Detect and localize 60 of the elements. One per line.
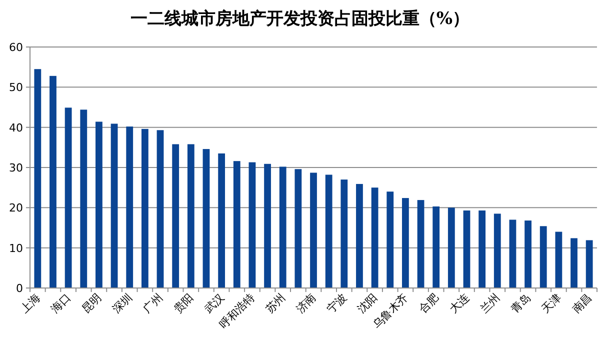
x-tick-label: 武汉 [202, 290, 227, 316]
bar [586, 240, 593, 288]
x-tick-label: 青岛 [508, 290, 534, 316]
bar [448, 208, 455, 288]
x-tick-label: 沈阳 [355, 290, 380, 316]
bar [233, 161, 240, 288]
bar [371, 188, 378, 288]
bar [478, 210, 486, 288]
x-tick-label: 南昌 [570, 290, 594, 316]
bar [463, 210, 470, 288]
bar [325, 174, 332, 288]
x-tick-label: 天津 [539, 290, 564, 316]
bar [126, 126, 134, 288]
x-tick-label: 贵阳 [171, 290, 196, 316]
bar [172, 144, 180, 288]
bar [524, 220, 532, 288]
x-tick-label: 海口 [48, 290, 74, 316]
bar [156, 130, 164, 288]
y-tick-label: 10 [9, 242, 23, 255]
bar [555, 232, 562, 288]
bar [294, 169, 302, 288]
bar [494, 214, 501, 288]
bar [310, 172, 317, 288]
bar [279, 166, 286, 288]
y-tick-label: 60 [9, 41, 23, 54]
bar [248, 162, 256, 288]
bar [64, 108, 72, 288]
bar [96, 122, 102, 288]
bar [50, 76, 56, 288]
x-tick-label: 宁波 [324, 290, 350, 316]
bar [202, 149, 210, 288]
x-tick-label: 广州 [140, 290, 166, 316]
bar [570, 238, 578, 288]
bar [34, 69, 42, 288]
bar [141, 128, 148, 288]
x-tick-label: 苏州 [263, 290, 288, 316]
bar [110, 124, 118, 288]
x-tick-label: 深圳 [110, 290, 135, 316]
bar [356, 184, 363, 288]
x-tick-label: 兰州 [478, 290, 503, 316]
chart-title: 一二线城市房地产开发投资占固投比重（%） [130, 9, 470, 29]
y-tick-label: 50 [9, 81, 23, 94]
bar [218, 153, 225, 288]
x-tick-label: 合肥 [416, 290, 442, 316]
bar [80, 110, 88, 288]
y-tick-label: 20 [9, 202, 23, 215]
x-tick-label: 大连 [447, 290, 472, 316]
bar [340, 180, 348, 288]
bar [187, 144, 194, 288]
x-tick-label: 昆明 [79, 290, 104, 316]
bar [386, 192, 394, 288]
bar [509, 220, 516, 288]
bar [402, 198, 409, 288]
bar [540, 226, 547, 288]
x-tick-label: 济南 [294, 290, 319, 316]
bar [432, 206, 440, 288]
y-tick-label: 30 [9, 162, 23, 174]
y-tick-label: 40 [9, 121, 23, 134]
bar [264, 164, 271, 288]
bar [417, 200, 424, 288]
